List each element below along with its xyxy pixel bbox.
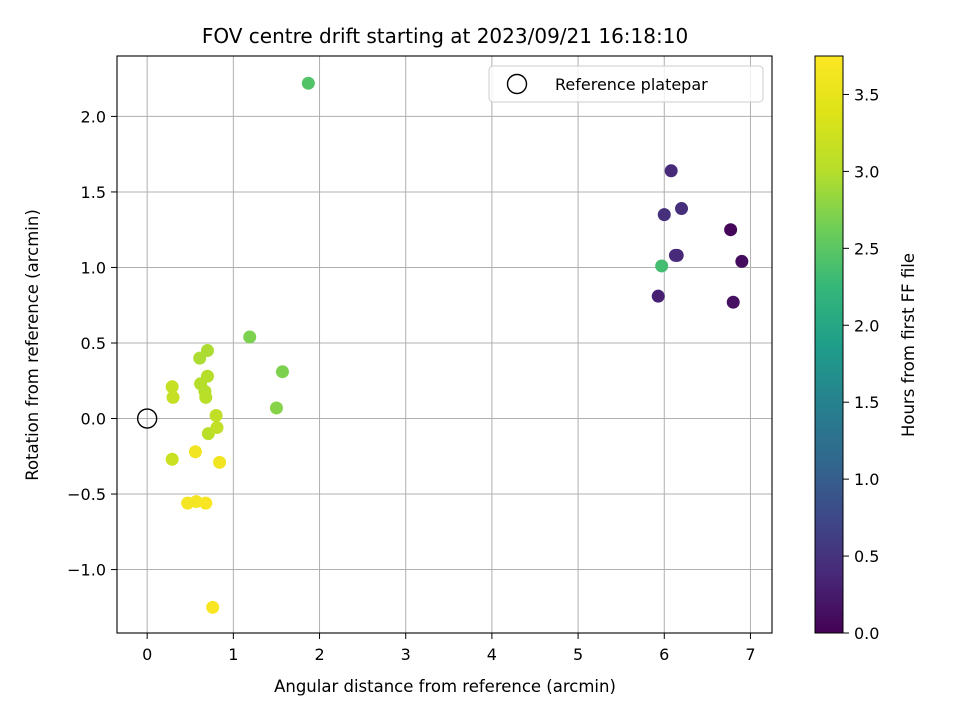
y-tick-label: 2.0 xyxy=(81,107,106,126)
colorbar-tick-label: 3.5 xyxy=(854,85,879,104)
colorbar-tick-label: 2.5 xyxy=(854,239,879,258)
x-tick-label: 2 xyxy=(314,645,324,664)
reference-marker-layer xyxy=(136,408,158,429)
colorbar-tick-label: 0.0 xyxy=(854,624,879,643)
data-point xyxy=(735,254,749,268)
data-point xyxy=(664,164,678,178)
data-point xyxy=(166,390,180,404)
colorbar-ticks: 0.0 0.5 1.0 1.5 2.0 2.5 3.0 3.5 xyxy=(843,85,879,643)
colorbar: 0.0 0.5 1.0 1.5 2.0 2.5 3.0 3.5 Hours from firs… xyxy=(814,55,918,643)
data-point xyxy=(165,452,179,466)
grid-lines xyxy=(117,56,772,633)
legend-label-reference: Reference platepar xyxy=(555,75,708,94)
x-tick-label: 1 xyxy=(228,645,238,664)
data-point xyxy=(193,351,207,365)
x-tick-label: 5 xyxy=(573,645,583,664)
y-tick-label: 1.5 xyxy=(81,183,106,202)
data-point xyxy=(724,223,738,237)
data-point xyxy=(210,421,224,435)
y-tick-label: 1.0 xyxy=(81,258,106,277)
colorbar-tick-label: 1.0 xyxy=(854,470,879,489)
x-tick-label: 0 xyxy=(142,645,152,664)
x-axis-ticks: 0 1 2 3 4 5 6 7 xyxy=(142,633,756,664)
y-tick-label: −1.0 xyxy=(67,561,106,580)
legend-box xyxy=(488,65,764,103)
colorbar-tick-label: 1.5 xyxy=(854,393,879,412)
y-axis-ticks: −1.0 −0.5 0.0 0.5 1.0 1.5 2.0 xyxy=(67,107,117,580)
colorbar-label: Hours from first FF file xyxy=(899,253,918,437)
data-points xyxy=(165,76,749,614)
data-point xyxy=(188,445,202,459)
x-tick-label: 4 xyxy=(487,645,497,664)
data-point xyxy=(675,202,689,216)
legend: Reference platepar xyxy=(488,65,764,103)
colorbar-gradient xyxy=(814,55,844,634)
data-point xyxy=(199,390,213,404)
y-tick-label: 0.5 xyxy=(81,334,106,353)
x-tick-label: 6 xyxy=(659,645,669,664)
data-point xyxy=(726,295,740,309)
colorbar-tick-label: 0.5 xyxy=(854,547,879,566)
data-point xyxy=(651,289,665,303)
colorbar-tick-label: 3.0 xyxy=(854,162,879,181)
data-point xyxy=(206,600,220,614)
x-tick-label: 7 xyxy=(745,645,755,664)
data-point xyxy=(243,330,257,344)
legend-reference-marker-icon xyxy=(506,73,528,95)
data-point xyxy=(213,455,227,469)
y-axis-label: Rotation from reference (arcmin) xyxy=(23,209,42,481)
data-point xyxy=(209,408,223,422)
data-point xyxy=(655,259,669,273)
data-point xyxy=(668,248,682,262)
data-point xyxy=(657,208,671,222)
x-tick-label: 3 xyxy=(401,645,411,664)
data-point xyxy=(165,380,179,394)
chart-title: FOV centre drift starting at 2023/09/21 … xyxy=(202,24,688,48)
data-point xyxy=(199,496,213,510)
data-point xyxy=(275,365,289,379)
y-tick-label: 0.0 xyxy=(81,410,106,429)
reference-point-marker xyxy=(136,408,158,429)
data-point xyxy=(301,76,315,90)
y-tick-label: −0.5 xyxy=(67,485,106,504)
plot-frame xyxy=(116,55,773,634)
x-axis-label: Angular distance from reference (arcmin) xyxy=(274,677,616,696)
colorbar-tick-label: 2.0 xyxy=(854,316,879,335)
data-point xyxy=(269,401,283,415)
